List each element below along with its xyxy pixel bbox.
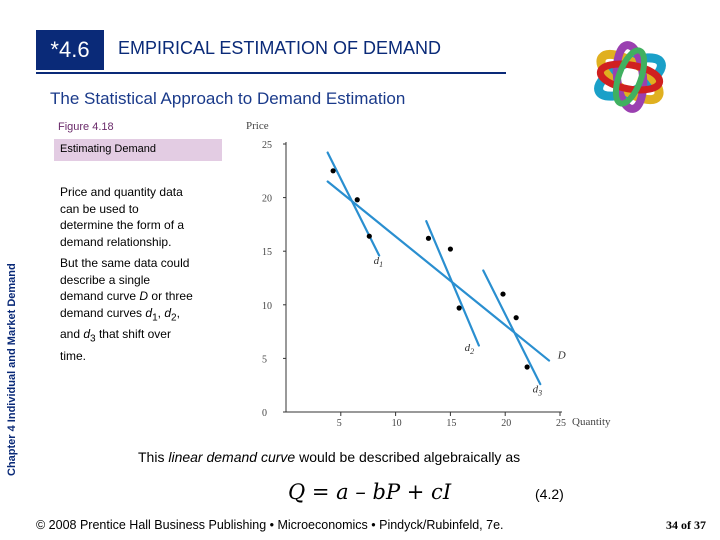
x-tick-label: 5 [337, 418, 342, 429]
text-run: This [138, 449, 169, 465]
body-line: time. [60, 349, 87, 364]
line-label-d3: d3 [533, 384, 543, 398]
body-line: demand relationship. [60, 234, 172, 249]
subscript: 3 [90, 333, 96, 345]
line-label-subscript: 2 [470, 347, 474, 356]
line-label-main: d [374, 255, 380, 267]
data-point [456, 305, 462, 311]
curve-symbol-d3: d [83, 327, 91, 342]
section-number-badge: *4.6 [36, 30, 104, 70]
data-point [524, 364, 530, 370]
y-tick-label: 0 [262, 408, 267, 419]
body-line: can be used to [60, 201, 139, 216]
body-line: demand curve D or three [60, 288, 193, 305]
page-number: 34 of 37 [666, 518, 706, 533]
y-tick-label: 15 [262, 247, 272, 258]
line-label-subscript: 1 [379, 260, 383, 269]
body-line: demand curves d1, d2, [60, 305, 193, 327]
equation-sentence: This linear demand curve would be descri… [138, 449, 520, 465]
section-title: EMPIRICAL ESTIMATION OF DEMAND [118, 38, 442, 58]
subscript: 1 [152, 311, 158, 323]
x-tick-label: 20 [501, 418, 511, 429]
emphasis-text: linear demand curve [168, 449, 296, 465]
body-line: determine the form of a [60, 218, 185, 232]
footer-credit: © 2008 Prentice Hall Business Publishing… [36, 518, 504, 532]
subscript: 2 [171, 311, 177, 323]
text-run: would be described algebraically as [295, 449, 521, 465]
body-paragraph-1: Price and quantity data can be used to d… [60, 184, 184, 250]
body-line: Price and quantity data [60, 185, 183, 199]
line-label-subscript: 3 [537, 389, 542, 398]
y-axis-label: Price [246, 120, 269, 132]
data-point [330, 168, 336, 174]
x-tick-label: 15 [446, 418, 456, 429]
page-total: 37 [694, 518, 706, 532]
slide-subtitle: The Statistical Approach to Demand Estim… [50, 89, 406, 108]
figure-caption-box [54, 139, 222, 161]
data-point [366, 233, 372, 239]
text-run: and [60, 327, 84, 342]
body-line: and d3 that shift over [60, 326, 193, 348]
demand-equation: Q = a – bP + cI [288, 480, 452, 504]
chart-ticks: 5 10 15 20 25 0 5 10 15 20 25 [262, 140, 566, 429]
x-axis-label: Quantity [572, 416, 611, 428]
data-point [500, 291, 506, 297]
text-run: that shift over [95, 327, 171, 342]
x-tick-label: 10 [392, 418, 402, 429]
y-tick-label: 5 [262, 354, 267, 365]
data-point [425, 235, 432, 241]
title-rule [36, 72, 506, 74]
body-paragraph-2: But the same data could describe a singl… [60, 255, 193, 365]
page-current: 34 [666, 518, 678, 532]
line-label-main: d [533, 384, 539, 396]
chart-lines [326, 151, 551, 386]
text-run: , [176, 305, 180, 320]
data-point [513, 315, 519, 321]
demand-line-D [326, 180, 551, 362]
curve-symbol-d1: d [145, 305, 153, 320]
text-run: demand curves [60, 305, 146, 320]
line-label-main: d [465, 342, 471, 354]
figure-caption: Estimating Demand [60, 143, 156, 155]
curve-symbol-D: D [139, 289, 149, 303]
y-tick-label: 20 [262, 194, 272, 205]
curve-symbol-d2: d [164, 305, 171, 320]
text-run: , [157, 305, 165, 320]
equation-number: (4.2) [535, 486, 564, 502]
y-tick-label: 10 [262, 301, 272, 312]
chapter-side-label: Chapter 4 Individual and Market Demand [6, 263, 18, 476]
page-of: of [678, 518, 694, 532]
rings-logo-icon [594, 41, 666, 113]
demand-line-d1 [326, 151, 381, 257]
figure-label: Figure 4.18 [58, 121, 114, 133]
y-tick-label: 25 [262, 140, 272, 151]
chart-points [330, 168, 530, 370]
demand-line-d3 [482, 269, 542, 386]
body-line: But the same data could [60, 256, 190, 270]
line-label-D: D [557, 349, 566, 361]
text-run: demand curve [60, 289, 140, 303]
text-run: or three [148, 289, 193, 303]
line-label-main: D [557, 349, 566, 361]
data-point [447, 246, 453, 252]
chart-axes: Price Quantity [246, 120, 611, 428]
line-label-d2: d2 [465, 342, 475, 356]
body-line: describe a single [60, 272, 151, 287]
data-point [354, 197, 360, 203]
section-number: *4.6 [50, 37, 90, 62]
x-tick-label: 25 [556, 418, 566, 429]
demand-line-d2 [425, 220, 480, 347]
line-label-d1: d1 [374, 255, 384, 269]
